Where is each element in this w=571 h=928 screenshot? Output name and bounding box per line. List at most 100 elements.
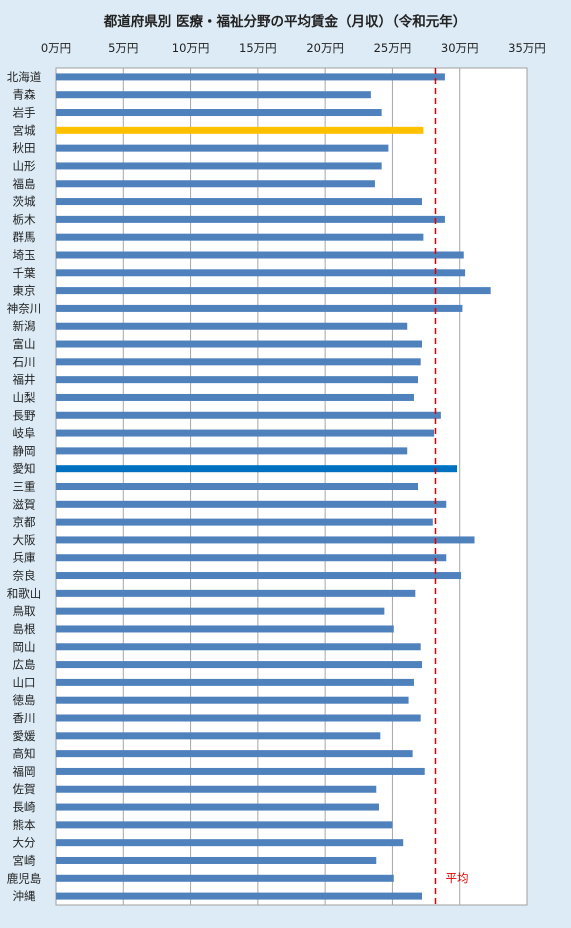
category-label: 高知 (13, 747, 36, 761)
category-label: 埼玉 (13, 248, 36, 262)
bar-福岡 (56, 768, 425, 775)
bar-千葉 (56, 269, 465, 276)
category-label: 群馬 (13, 230, 36, 244)
x-tick-label: 30万円 (441, 41, 479, 55)
category-label: 大分 (13, 836, 36, 850)
category-label: 青森 (13, 88, 36, 102)
x-tick-label: 25万円 (374, 41, 412, 55)
category-label: 沖縄 (13, 889, 36, 903)
category-label: 滋賀 (13, 497, 36, 511)
bar-奈良 (56, 572, 461, 579)
bar-埼玉 (56, 251, 464, 258)
category-label: 兵庫 (13, 551, 36, 565)
bar-群馬 (56, 234, 423, 241)
bar-青森 (56, 91, 371, 98)
chart-title: 都道府県別 医療・福祉分野の平均賃金（月収）（令和元年） (103, 13, 466, 30)
x-tick-label: 5万円 (108, 41, 138, 55)
x-tick-label: 35万円 (508, 41, 546, 55)
category-label: 静岡 (13, 444, 36, 458)
bar-宮城 (56, 127, 423, 134)
bar-静岡 (56, 447, 407, 454)
bar-鳥取 (56, 608, 384, 615)
category-label: 秋田 (13, 141, 36, 155)
category-label: 福井 (13, 373, 36, 387)
bar-秋田 (56, 145, 388, 152)
x-tick-label: 20万円 (306, 41, 344, 55)
average-label: 平均 (445, 871, 468, 885)
category-label: 山梨 (13, 390, 36, 404)
bar-佐賀 (56, 786, 376, 793)
bar-茨城 (56, 198, 422, 205)
category-label: 神奈川 (7, 301, 42, 315)
bar-三重 (56, 483, 418, 490)
category-label: 宮城 (13, 123, 36, 137)
category-label: 鳥取 (13, 604, 36, 618)
category-label: 京都 (13, 515, 36, 529)
bar-福井 (56, 376, 418, 383)
bar-宮崎 (56, 857, 376, 864)
category-label: 長崎 (13, 800, 36, 814)
bar-東京 (56, 287, 491, 294)
category-label: 奈良 (13, 569, 36, 583)
bar-熊本 (56, 821, 392, 828)
bar-沖縄 (56, 893, 422, 900)
category-label: 岐阜 (13, 426, 36, 440)
bar-富山 (56, 341, 422, 348)
category-label: 北海道 (7, 70, 42, 84)
bar-長崎 (56, 804, 379, 811)
category-label: 山形 (13, 159, 36, 173)
category-label: 山口 (13, 675, 36, 689)
bar-岡山 (56, 643, 421, 650)
category-label: 佐賀 (13, 782, 36, 796)
bar-愛知 (56, 465, 457, 472)
bar-北海道 (56, 73, 445, 80)
bar-香川 (56, 715, 421, 722)
bar-栃木 (56, 216, 445, 223)
category-label: 栃木 (13, 212, 36, 226)
bar-岩手 (56, 109, 382, 116)
category-label: 大阪 (13, 533, 36, 547)
x-tick-label: 10万円 (172, 41, 210, 55)
category-label: 福岡 (13, 764, 36, 778)
x-tick-label: 15万円 (239, 41, 277, 55)
category-label: 岩手 (13, 106, 36, 120)
bar-滋賀 (56, 501, 446, 508)
bar-山形 (56, 162, 382, 169)
bar-岐阜 (56, 430, 434, 437)
category-label: 宮崎 (13, 853, 36, 867)
category-label: 千葉 (13, 266, 36, 280)
bar-福島 (56, 180, 375, 187)
category-label: 岡山 (13, 640, 36, 654)
category-label: 三重 (13, 480, 36, 494)
category-label: 福島 (13, 177, 36, 191)
bar-島根 (56, 625, 394, 632)
category-label: 石川 (13, 355, 36, 369)
category-label: 広島 (13, 658, 36, 672)
bar-兵庫 (56, 554, 446, 561)
bar-山梨 (56, 394, 414, 401)
bar-愛媛 (56, 732, 380, 739)
category-label: 和歌山 (7, 586, 42, 600)
bar-大分 (56, 839, 403, 846)
category-label: 徳島 (13, 693, 36, 707)
bar-京都 (56, 519, 433, 526)
category-label: 香川 (13, 711, 36, 725)
category-label: 愛媛 (13, 729, 36, 743)
category-label: 鹿児島 (7, 871, 42, 885)
category-label: 新潟 (13, 319, 36, 333)
category-label: 茨城 (13, 195, 36, 209)
bar-神奈川 (56, 305, 462, 312)
category-label: 長野 (13, 408, 36, 422)
bar-徳島 (56, 697, 409, 704)
bar-和歌山 (56, 590, 415, 597)
bar-新潟 (56, 323, 407, 330)
bar-高知 (56, 750, 413, 757)
bar-山口 (56, 679, 414, 686)
category-label: 島根 (13, 622, 36, 636)
x-tick-label: 0万円 (41, 41, 71, 55)
category-label: 東京 (13, 284, 36, 298)
bar-広島 (56, 661, 422, 668)
category-label: 富山 (13, 337, 36, 351)
